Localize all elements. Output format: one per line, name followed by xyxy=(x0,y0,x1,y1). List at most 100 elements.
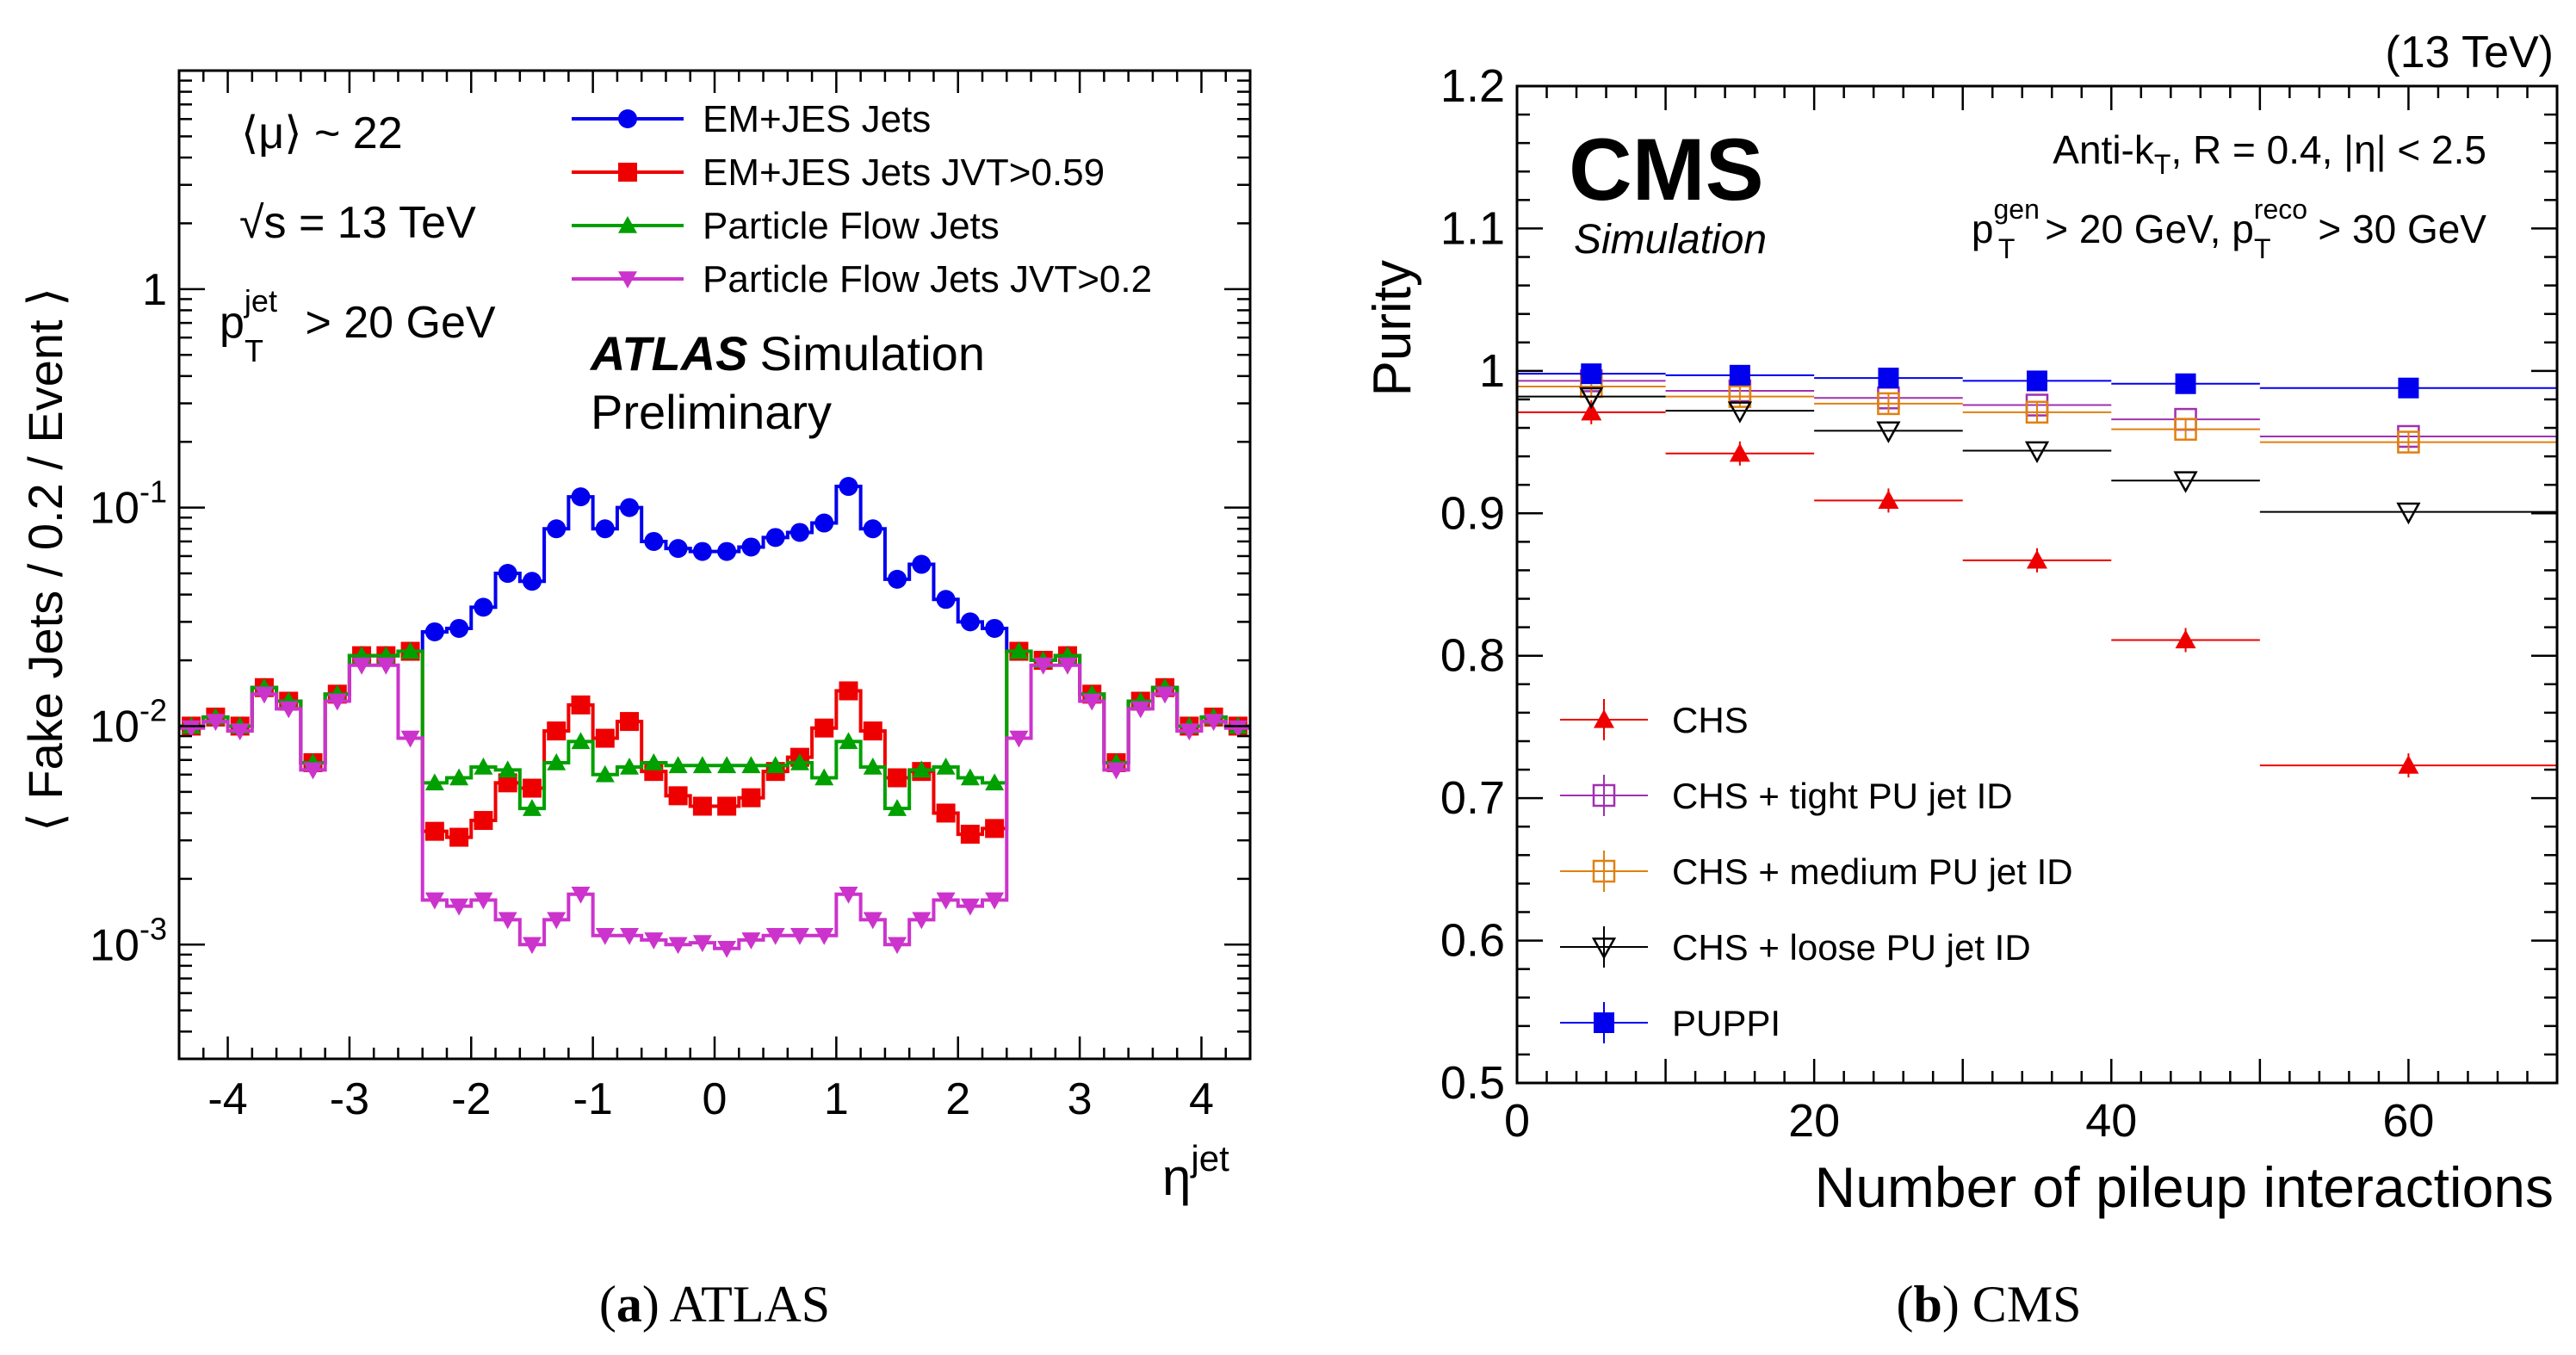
atlas-series-line-1 xyxy=(179,649,1250,839)
atlas-point-3-4 xyxy=(279,701,299,719)
atlas-point-2-31 xyxy=(936,757,956,775)
atlas-x-axis-title: ηjet xyxy=(1162,1138,1229,1206)
cms-point-2-1-cross xyxy=(1729,386,1750,407)
atlas-point-3-5 xyxy=(303,762,323,780)
atlas-series-line-3 xyxy=(179,663,1250,950)
atlas-point-0-14 xyxy=(522,572,542,591)
atlas-point-0-23 xyxy=(741,537,761,557)
atlas-point-1-10 xyxy=(424,821,444,841)
atlas-point-2-26 xyxy=(814,768,834,786)
atlas-x-tick-label-6: 2 xyxy=(945,1074,970,1124)
atlas-x-tick-label-3: -1 xyxy=(573,1074,613,1124)
cms-x-tick-label-3: 60 xyxy=(2382,1095,2434,1147)
atlas-point-0-13 xyxy=(498,564,517,584)
cms-legend-label-1: CHS + tight PU jet ID xyxy=(1672,776,2013,816)
atlas-x-tick-label-4: 0 xyxy=(703,1074,728,1124)
atlas-point-0-18 xyxy=(620,498,640,517)
atlas-point-3-19 xyxy=(644,932,664,950)
cms-y-tick-label-3: 0.8 xyxy=(1440,630,1505,682)
atlas-point-2-32 xyxy=(960,768,980,786)
cms-legend-marker-2 xyxy=(1592,859,1616,883)
atlas-point-0-32 xyxy=(960,612,980,632)
atlas-point-1-14 xyxy=(522,778,542,798)
atlas-point-2-16 xyxy=(571,732,591,750)
atlas-point-1-11 xyxy=(449,827,469,847)
atlas-point-3-1 xyxy=(206,714,226,732)
atlas-point-0-15 xyxy=(547,519,567,539)
cms-point-0-3 xyxy=(2027,549,2047,569)
atlas-point-3-3 xyxy=(254,686,274,704)
atlas-pt-cut-label: pjet T > 20 GeV xyxy=(220,283,496,368)
cms-point-3-1 xyxy=(1727,401,1752,424)
atlas-point-1-23 xyxy=(741,788,761,807)
atlas-legend-marker-0 xyxy=(618,109,637,128)
cms-point-2-2 xyxy=(1877,392,1900,416)
atlas-x-eta: η xyxy=(1162,1148,1191,1206)
atlas-point-2-23 xyxy=(741,756,761,774)
atlas-point-2-28 xyxy=(863,757,882,775)
atlas-point-1-21 xyxy=(692,796,712,816)
atlas-point-3-16 xyxy=(571,886,591,904)
atlas-point-3-39 xyxy=(1130,701,1150,719)
atlas-x-tick-label-8: 4 xyxy=(1189,1074,1214,1124)
cms-x-tick-label-0: 0 xyxy=(1504,1095,1530,1147)
cms-y-tick-label-5: 1 xyxy=(1479,345,1505,397)
atlas-point-1-26 xyxy=(814,718,834,738)
cms-point-3-0 xyxy=(1579,387,1604,410)
atlas-panel: -4 -3 -2 -1 0 1 2 3 4 10-3 10-2 10-1 1 ⟨ Fake Jets /… xyxy=(18,69,1252,1206)
atlas-point-1-29 xyxy=(888,768,907,788)
atlas-point-1-13 xyxy=(498,773,517,793)
atlas-legend-marker-3 xyxy=(618,271,637,288)
atlas-point-0-28 xyxy=(863,519,882,539)
atlas-point-3-18 xyxy=(620,927,640,945)
atlas-point-2-30 xyxy=(912,760,932,778)
atlas-y-tick-label-3: 1 xyxy=(142,265,167,315)
atlas-point-2-10 xyxy=(424,773,444,791)
atlas-y-tick-label-0: 10-3 xyxy=(90,911,167,970)
atlas-point-1-32 xyxy=(960,825,980,845)
atlas-point-3-40 xyxy=(1155,686,1175,704)
atlas-point-3-13 xyxy=(498,912,517,930)
atlas-preliminary-label: Preliminary xyxy=(591,385,832,439)
atlas-point-1-15 xyxy=(547,721,567,741)
atlas-sqrts-label: √s = 13 TeV xyxy=(239,198,476,248)
cms-point-4-1 xyxy=(1729,364,1750,386)
cms-point-2-3 xyxy=(2025,400,2049,424)
atlas-point-3-33 xyxy=(985,892,1005,910)
atlas-point-3-43 xyxy=(1228,720,1248,738)
cms-point-4-0 xyxy=(1581,363,1602,385)
atlas-point-2-21 xyxy=(692,756,712,774)
cms-y-tick-label-2: 0.7 xyxy=(1440,772,1505,824)
cms-point-3-2 xyxy=(1876,421,1901,443)
cms-x-axis-title: Number of pileup interactions xyxy=(1815,1155,2554,1219)
atlas-point-0-10 xyxy=(424,622,444,641)
atlas-y-tick-label-2: 10-1 xyxy=(90,474,167,534)
cms-point-3-5 xyxy=(2396,502,2421,525)
atlas-point-0-33 xyxy=(985,618,1005,638)
atlas-point-2-18 xyxy=(620,757,640,775)
cms-point-4-5 xyxy=(2398,377,2419,399)
atlas-point-3-37 xyxy=(1082,693,1102,711)
atlas-point-3-21 xyxy=(692,935,712,953)
atlas-series-group xyxy=(179,477,1250,958)
atlas-point-3-0 xyxy=(182,720,201,738)
atlas-point-3-25 xyxy=(790,927,809,945)
atlas-point-3-31 xyxy=(936,892,956,910)
atlas-point-0-26 xyxy=(814,513,834,533)
cms-simulation-label: Simulation xyxy=(1574,217,1767,263)
cms-legend-label-4: PUPPI xyxy=(1672,1003,1780,1043)
cms-point-2-4 xyxy=(2174,418,2197,441)
cms-legend-marker-4 xyxy=(1594,1012,1614,1033)
atlas-point-1-31 xyxy=(936,803,956,823)
atlas-point-2-15 xyxy=(547,752,567,770)
cms-legend-label-3: CHS + loose PU jet ID xyxy=(1672,927,2031,968)
cms-legend-label-2: CHS + medium PU jet ID xyxy=(1672,851,2073,892)
atlas-point-2-33 xyxy=(985,773,1005,791)
atlas-series-line-0 xyxy=(179,485,1250,764)
cms-energy-label: (13 TeV) xyxy=(2385,28,2554,77)
atlas-point-2-9 xyxy=(400,641,420,659)
atlas-point-1-17 xyxy=(595,728,615,748)
atlas-point-2-20 xyxy=(668,756,688,774)
atlas-point-3-12 xyxy=(474,892,493,910)
